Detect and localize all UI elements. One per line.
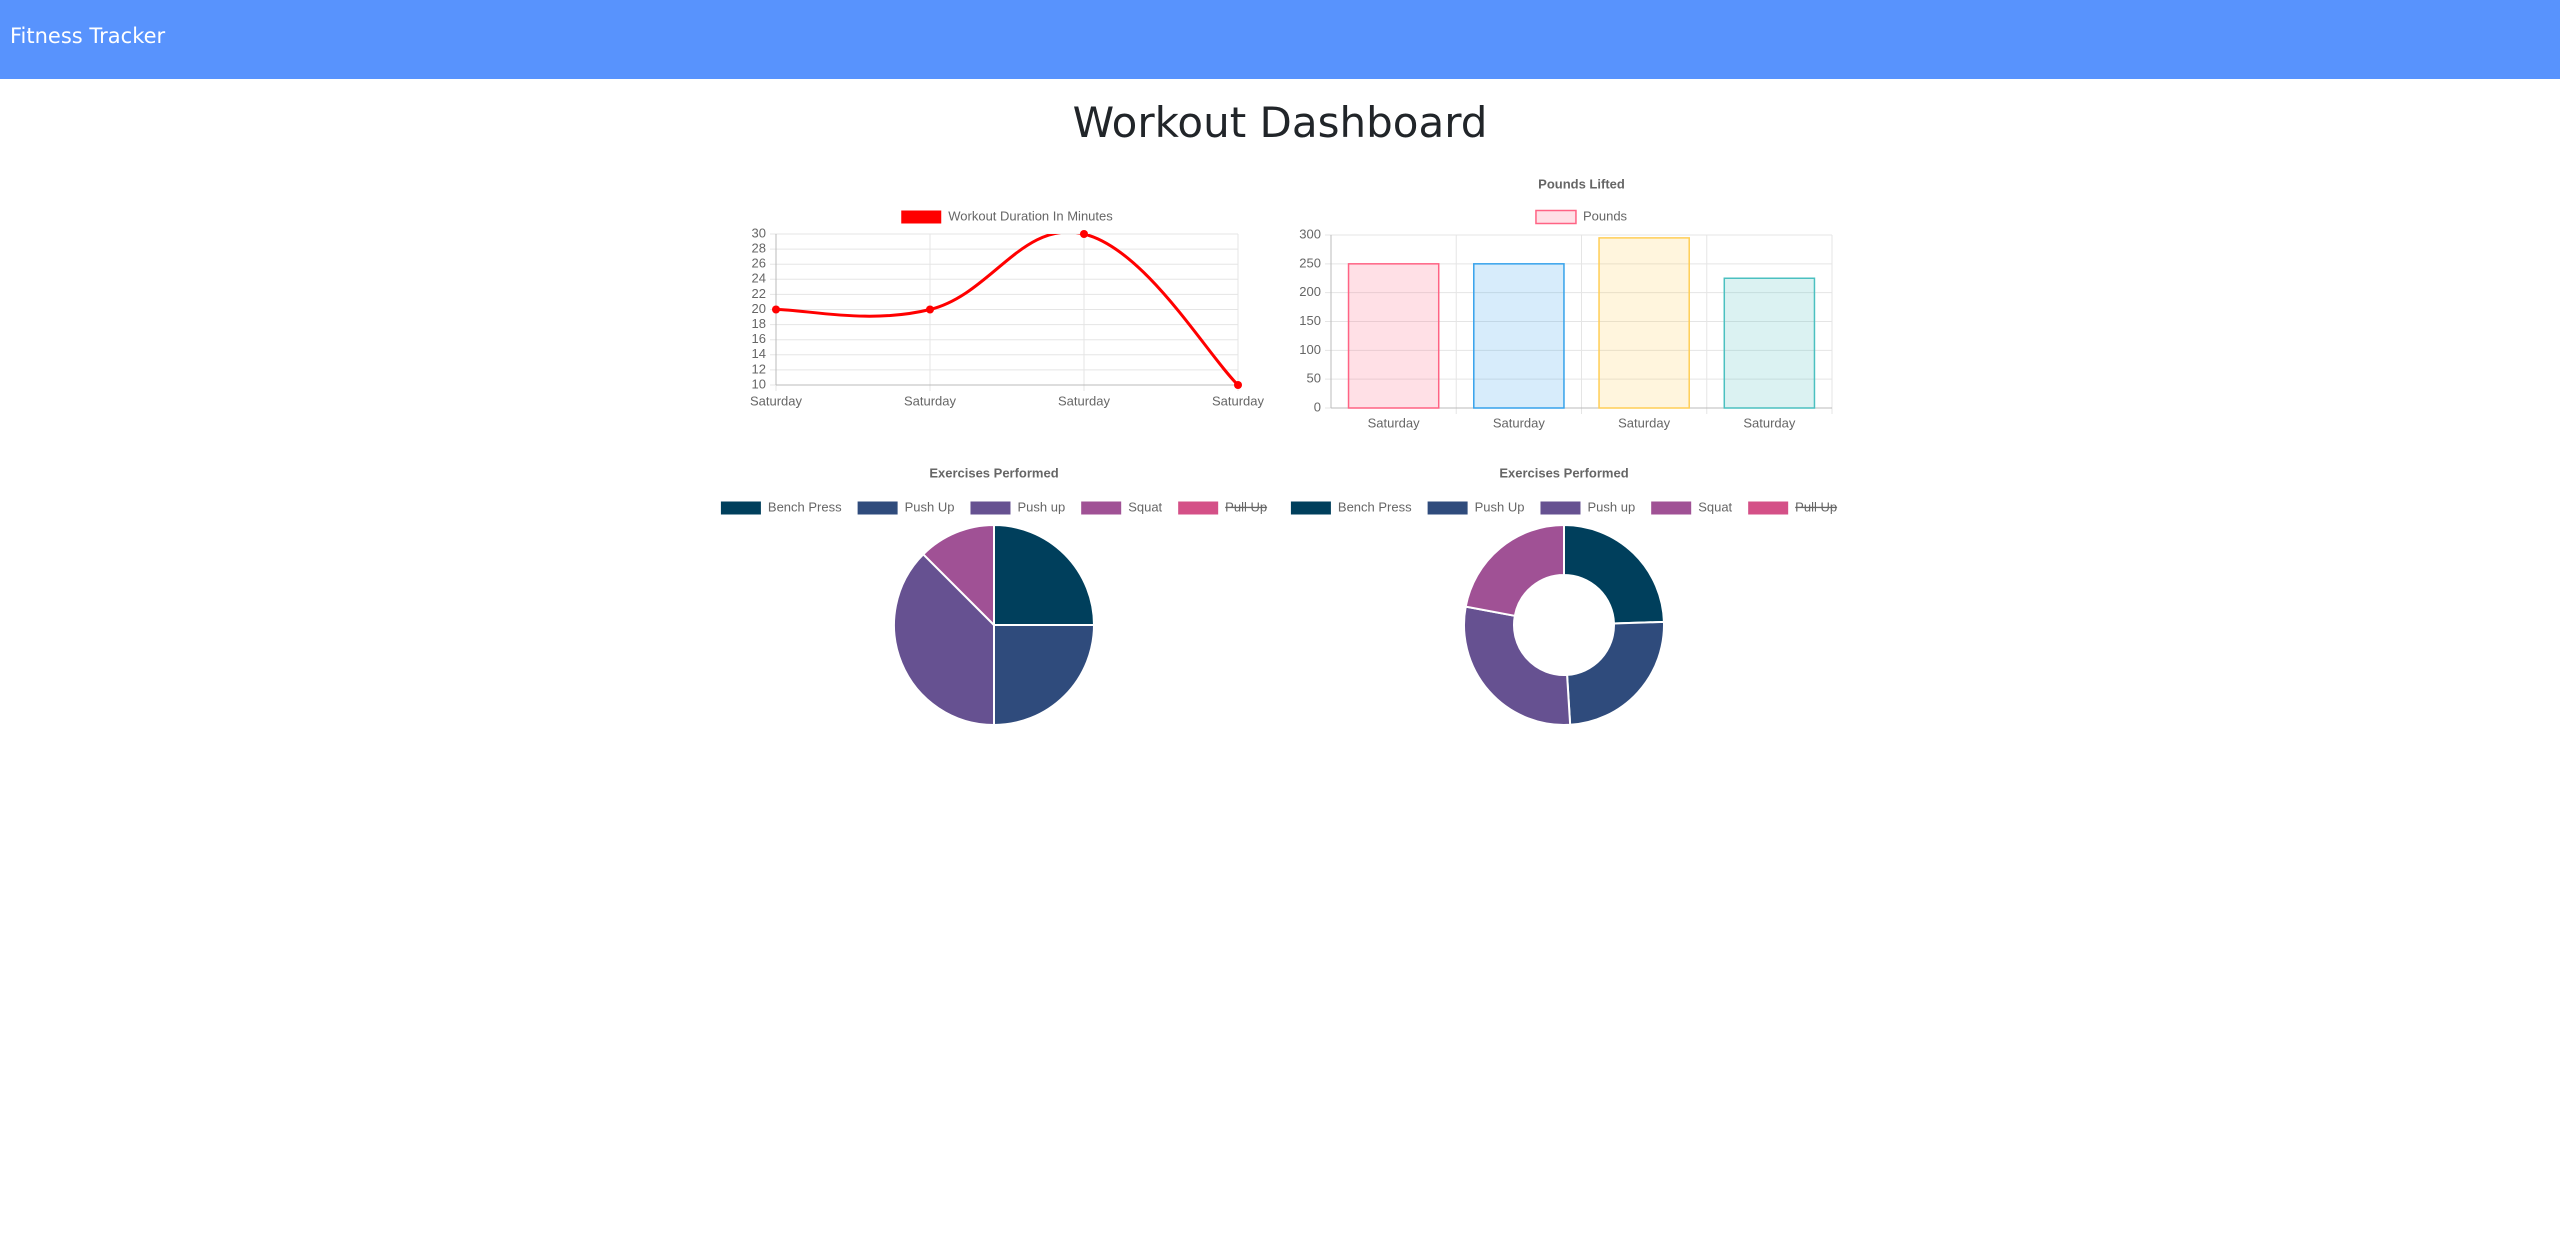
legend-label: Pull Up [1225, 499, 1267, 514]
doughnut-slice [1463, 605, 1572, 726]
legend-label: Push Up [1475, 499, 1525, 514]
legend-swatch [1178, 501, 1219, 515]
legend-label: Bench Press [768, 499, 842, 514]
x-tick-label: Saturday [1743, 415, 1796, 430]
y-tick-label: 12 [752, 361, 766, 376]
legend-swatch [1535, 209, 1577, 225]
legend-swatch [1540, 501, 1581, 515]
legend-label: Squat [1128, 499, 1162, 514]
bar [1723, 277, 1816, 409]
legend: Workout Duration In Minutes [901, 208, 1113, 224]
y-tick-label: 50 [1307, 371, 1321, 386]
legend-label: Push Up [905, 499, 955, 514]
navbar: Fitness Tracker [0, 0, 2560, 79]
point [1234, 381, 1242, 389]
legend-label: Pull Up [1795, 499, 1837, 514]
legend: Bench Press Push Up Push up Squat Pull Up [1290, 499, 1837, 515]
y-tick-label: 14 [752, 346, 766, 361]
legend-swatch [1081, 501, 1122, 515]
legend-label: Squat [1698, 499, 1732, 514]
x-tick-label: Saturday [904, 393, 957, 408]
pie-slice [993, 624, 1096, 727]
legend-label: Bench Press [1338, 499, 1412, 514]
point [1080, 230, 1088, 238]
legend-swatch [1290, 501, 1331, 515]
legend-swatch [1427, 501, 1468, 515]
y-tick-label: 30 [752, 225, 766, 240]
x-tick-label: Saturday [1368, 415, 1421, 430]
x-tick-label: Saturday [1618, 415, 1671, 430]
doughnut-slice [1563, 523, 1665, 625]
legend: Pounds [1535, 208, 1628, 225]
chart-title: Pounds Lifted [1538, 176, 1625, 191]
y-tick-label: 24 [752, 271, 766, 286]
y-tick-label: 28 [752, 241, 766, 256]
pie-slice [993, 523, 1096, 626]
legend-label: Push up [1017, 499, 1065, 514]
legend: Bench Press Push Up Push up Squat Pull Up [720, 499, 1267, 515]
bar [1347, 263, 1440, 409]
x-tick-label: Saturday [1212, 393, 1265, 408]
y-tick-label: 100 [1299, 342, 1321, 357]
y-tick-label: 20 [752, 301, 766, 316]
legend-swatch [901, 210, 942, 224]
y-tick-label: 18 [752, 316, 766, 331]
x-tick-label: Saturday [750, 393, 803, 408]
y-tick-label: 26 [752, 256, 766, 271]
legend-label: Pounds [1583, 208, 1628, 223]
legend-swatch [970, 501, 1011, 515]
legend-swatch [720, 501, 761, 515]
bar [1598, 237, 1690, 409]
pie-slice [893, 552, 995, 727]
chart-title: Exercises Performed [929, 465, 1058, 480]
pie-slice [921, 523, 995, 628]
y-tick-label: 150 [1299, 313, 1321, 328]
bar [1473, 263, 1565, 409]
doughnut-slice [1464, 523, 1565, 617]
point [772, 305, 780, 314]
y-tick-label: 200 [1299, 284, 1321, 299]
chart-title: Exercises Performed [1499, 465, 1628, 480]
y-tick-label: 300 [1299, 226, 1321, 241]
y-tick-label: 250 [1299, 255, 1321, 270]
doughnut-slice [1566, 620, 1665, 726]
line [776, 234, 1238, 385]
point [926, 305, 934, 314]
page-heading: Workout Dashboard [1072, 98, 1488, 147]
legend-swatch [857, 501, 898, 515]
legend-swatch [1748, 501, 1789, 515]
y-tick-label: 10 [752, 376, 766, 391]
legend-label: Push up [1587, 499, 1635, 514]
x-tick-label: Saturday [1058, 393, 1111, 408]
legend-swatch [1651, 501, 1692, 515]
x-tick-label: Saturday [1493, 415, 1546, 430]
legend-label: Workout Duration In Minutes [948, 208, 1113, 223]
brand[interactable]: Fitness Tracker [10, 24, 166, 48]
y-tick-label: 0 [1314, 399, 1321, 414]
y-tick-label: 16 [752, 331, 766, 346]
y-tick-label: 22 [752, 286, 766, 301]
